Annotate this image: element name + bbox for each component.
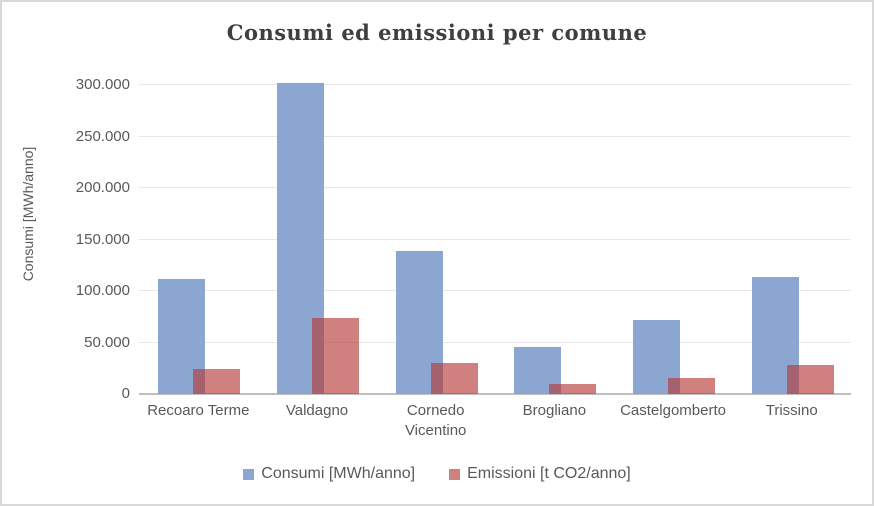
emissioni-bar-3 (430, 362, 478, 394)
bar-group-4 (514, 77, 597, 394)
gridline-50.000 (139, 341, 851, 343)
bar-group-6 (751, 77, 834, 394)
legend-item: Emissioni [t CO2/anno] (449, 465, 631, 483)
x-category-label: Trissino (765, 402, 818, 419)
emissioni-bar-4 (549, 384, 597, 394)
legend-label: Emissioni [t CO2/anno] (467, 465, 631, 482)
gridline-200.000 (139, 187, 851, 188)
legend-item: Consumi [MWh/anno] (243, 465, 415, 483)
y-tick-label: 100.000 (75, 282, 130, 299)
bar-group-3 (395, 77, 478, 394)
legend-label: Consumi [MWh/anno] (261, 465, 416, 482)
bar-group-2 (277, 77, 359, 394)
bar-group-5 (633, 77, 715, 394)
emissioni-bar-2 (312, 318, 359, 394)
x-axis-line (139, 393, 851, 395)
legend-swatch-icon (449, 469, 461, 480)
x-axis-labels: Recoaro Terme Valdagno Cornedo Vicentino Br… (139, 401, 851, 440)
x-category-label: Castelgomberto (620, 402, 726, 419)
y-tick-label: 50.000 (84, 333, 130, 351)
y-tick-label: 150.000 (75, 230, 130, 248)
x-category-label: Recoaro Terme (147, 402, 250, 419)
gridline-250.000 (139, 135, 851, 137)
legend: Consumi [MWh/anno] Emissioni [t CO2/anno] (2, 465, 872, 483)
y-tick-label: 0 (121, 385, 130, 402)
x-category-label: Valdagno (285, 402, 349, 419)
emissioni-bar-6 (786, 365, 834, 394)
y-tick-label: 200.000 (75, 179, 130, 196)
legend-swatch-icon (243, 469, 255, 480)
y-axis-tick-labels: 0 50.000 100.000 150.000 200.000 250.000 300.0… (36, 76, 130, 402)
y-axis-title: Consumi [MWh/anno] (20, 146, 36, 282)
gridline-300.000 (139, 84, 851, 85)
x-category-label: Brogliano (522, 402, 587, 419)
gridline-150.000 (139, 238, 851, 240)
y-tick-label: 300.000 (75, 76, 130, 93)
gridline-100.000 (139, 290, 851, 291)
emissioni-bar-1 (193, 369, 241, 394)
emissioni-bar-5 (668, 378, 715, 394)
plot-area (139, 77, 851, 395)
bar-group-1 (158, 77, 241, 394)
y-tick-label: 250.000 (75, 127, 130, 145)
chart-title: Consumi ed emissioni per comune (226, 20, 648, 45)
x-category-label: Cornedo Vicentino (404, 402, 467, 439)
